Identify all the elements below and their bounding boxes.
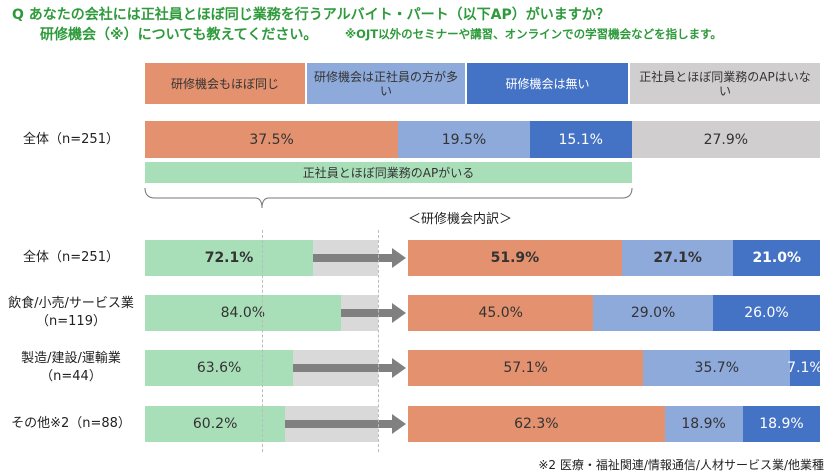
- value-label: 63.6%: [196, 360, 242, 376]
- legend-item: 研修機会もほぼ同じ: [145, 63, 305, 104]
- arrow-shaft: [285, 420, 394, 428]
- bar: 72.1%: [145, 240, 313, 276]
- category-label: 全体（n=251）: [4, 131, 138, 149]
- category-line: （n=119）: [36, 314, 106, 329]
- bar-segment: 7.1%: [787, 350, 823, 386]
- subtitle: 研修機会（※）についても教えてください。: [40, 27, 318, 43]
- bar-segment: 51.9%: [408, 240, 622, 276]
- title: Q あなたの会社には正社員とほぼ同じ業務を行うアルバイト・パート（以下AP）がい…: [12, 7, 610, 23]
- legend-item: 正社員とほぼ同業務のAPはいない: [630, 63, 820, 104]
- bar-segment: 37.5%: [145, 121, 399, 158]
- arrow-shaft: [312, 254, 394, 262]
- legend-item: 研修機会は正社員の方が多い: [307, 63, 465, 104]
- value-label: 37.5%: [249, 131, 294, 148]
- annotation: 正社員とほぼ同業務のAPがいる: [145, 162, 632, 183]
- footnote: ※2 医療・福祉関連/情報通信/人材サービス業/他業種: [538, 458, 824, 472]
- value-label: 18.9%: [759, 416, 804, 432]
- value-label: 7.1%: [787, 360, 823, 376]
- arrow-shaft: [340, 309, 394, 317]
- bar-segment: 27.1%: [621, 240, 734, 276]
- value-label: 72.1%: [204, 250, 254, 266]
- bar: 84.0%: [145, 295, 341, 331]
- category-line: 飲食/小売/サービス業: [8, 296, 134, 311]
- guide-line: [378, 230, 379, 452]
- arrow-shaft: [293, 364, 394, 372]
- bar-segment: 29.0%: [593, 295, 713, 331]
- value-label: 45.0%: [478, 305, 523, 321]
- bar-segment: 35.7%: [643, 350, 791, 386]
- category-line: 製造/建設/運輸業: [21, 351, 121, 366]
- category-line: 全体（n=251）: [23, 132, 119, 147]
- category-label: その他※2（n=88）: [4, 415, 138, 433]
- bar-segment: 57.1%: [408, 350, 644, 386]
- bar: 60.2%: [145, 406, 286, 442]
- value-label: 19.5%: [441, 131, 487, 148]
- bar-segment: 21.0%: [733, 240, 820, 276]
- guide-line: [261, 230, 263, 452]
- bar-segment: 18.9%: [664, 406, 743, 442]
- category-label: 製造/建設/運輸業 （n=44）: [4, 350, 138, 386]
- arrow-head: [392, 414, 406, 434]
- category-label: 全体（n=251）: [4, 249, 138, 267]
- value-label: 60.2%: [192, 416, 238, 432]
- value-label: 18.9%: [681, 416, 726, 432]
- value-label: 51.9%: [490, 250, 540, 266]
- category-line: その他※2（n=88）: [11, 416, 131, 431]
- bar-segment: 62.3%: [408, 406, 665, 442]
- bar-segment: 19.5%: [398, 121, 530, 158]
- arrow-head: [392, 358, 406, 378]
- note: ※OJT以外のセミナーや講習、オンラインでの学習機会などを指します。: [345, 27, 722, 41]
- arrow-head: [392, 303, 406, 323]
- value-label: 35.7%: [694, 360, 740, 376]
- value-label: 84.0%: [220, 305, 266, 321]
- arrow-head: [392, 248, 406, 268]
- bar: 63.6%: [145, 350, 294, 386]
- bar-segment: 27.9%: [631, 121, 820, 158]
- bar-segment: 18.9%: [742, 406, 821, 442]
- bracket: [144, 187, 633, 209]
- value-label: 27.9%: [703, 131, 749, 148]
- category-line: 全体（n=251）: [23, 250, 119, 265]
- value-label: 27.1%: [653, 250, 702, 266]
- category-label: 飲食/小売/サービス業 （n=119）: [4, 295, 138, 331]
- bar-segment: 26.0%: [712, 295, 820, 331]
- value-label: 21.0%: [752, 250, 802, 266]
- legend-item: 研修機会は無い: [467, 63, 628, 104]
- value-label: 62.3%: [514, 416, 559, 432]
- category-line: （n=44）: [40, 369, 102, 384]
- section-title: ＜研修機会内訳＞: [408, 212, 513, 227]
- bar-segment: 15.1%: [529, 121, 632, 158]
- value-label: 26.0%: [744, 305, 789, 321]
- bar-segment: 45.0%: [408, 295, 594, 331]
- value-label: 57.1%: [503, 360, 548, 376]
- value-label: 29.0%: [630, 305, 676, 321]
- value-label: 15.1%: [558, 131, 603, 148]
